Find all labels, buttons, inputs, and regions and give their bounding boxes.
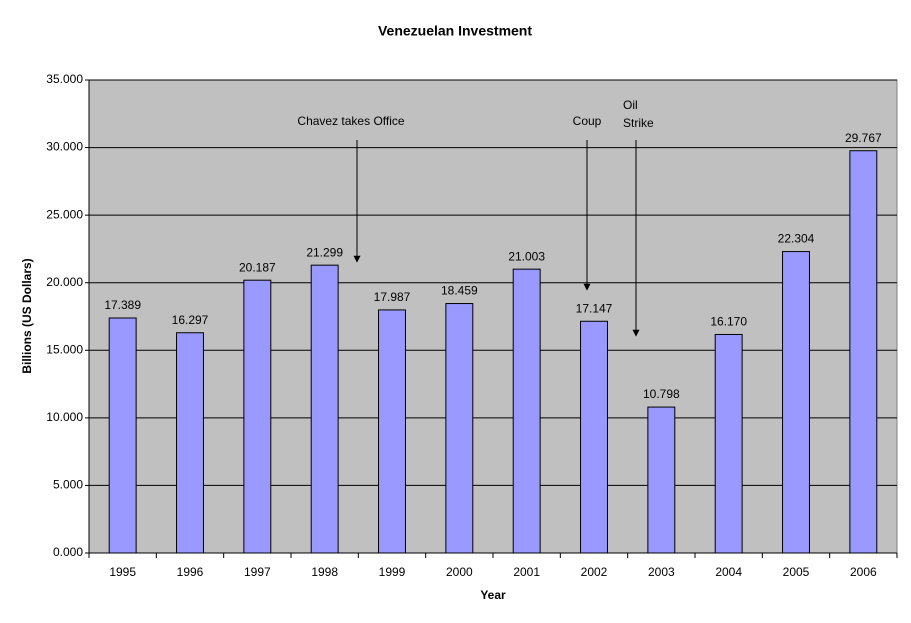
x-tick-label: 2002 — [581, 565, 608, 579]
x-tick-label: 2001 — [513, 565, 540, 579]
data-label: 21.299 — [306, 245, 343, 259]
y-tick-label: 0.000 — [53, 545, 83, 559]
y-tick-label: 25.000 — [46, 207, 83, 221]
data-label: 20.187 — [239, 260, 276, 274]
bar — [512, 268, 541, 554]
x-tick-label: 1998 — [311, 565, 338, 579]
data-label: 17.987 — [374, 290, 411, 304]
y-tick-label: 20.000 — [46, 275, 83, 289]
data-label: 17.147 — [576, 301, 613, 315]
chart-title: Venezuelan Investment — [378, 23, 532, 39]
y-tick-label: 30.000 — [46, 140, 83, 154]
data-label: 10.798 — [643, 387, 680, 401]
bar — [647, 406, 676, 554]
x-tick-label: 2003 — [648, 565, 675, 579]
annotation: Chavez takes Office — [297, 114, 404, 128]
bar — [580, 320, 608, 554]
y-tick-label: 5.000 — [53, 478, 83, 492]
bar — [378, 309, 406, 554]
data-label: 29.767 — [845, 131, 882, 145]
annotation: Strike — [623, 116, 654, 130]
data-label: 21.003 — [508, 249, 545, 263]
x-tick-label: 2004 — [715, 565, 742, 579]
data-label: 17.389 — [104, 298, 141, 312]
annotation: Coup — [573, 114, 602, 128]
x-tick-label: 1996 — [177, 565, 204, 579]
bar — [849, 150, 878, 554]
bar — [310, 264, 339, 554]
bar — [243, 279, 272, 554]
y-tick-label: 15.000 — [46, 342, 83, 356]
data-label: 16.297 — [172, 313, 209, 327]
bar — [108, 317, 137, 554]
x-axis-title: Year — [480, 588, 506, 602]
plot-area — [88, 79, 898, 554]
bar — [782, 251, 810, 554]
y-axis-title: Billions (US Dollars) — [20, 258, 34, 373]
x-tick-label: 2005 — [783, 565, 810, 579]
bar — [714, 333, 743, 554]
data-label: 18.459 — [441, 284, 478, 298]
annotations: Chavez takes Office Coup Oil Strike — [297, 98, 654, 337]
bar — [176, 332, 204, 554]
annotation: Oil — [623, 98, 638, 112]
x-tick-label: 1997 — [244, 565, 271, 579]
data-label: 16.170 — [710, 315, 747, 329]
y-tick-label: 35.000 — [46, 72, 83, 86]
x-tick-label: 2000 — [446, 565, 473, 579]
x-tick-label: 1999 — [379, 565, 406, 579]
y-tick-label: 10.000 — [46, 410, 83, 424]
data-label: 22.304 — [778, 232, 815, 246]
x-tick-label: 1995 — [109, 565, 136, 579]
x-tick-label: 2006 — [850, 565, 877, 579]
bar — [445, 303, 474, 554]
